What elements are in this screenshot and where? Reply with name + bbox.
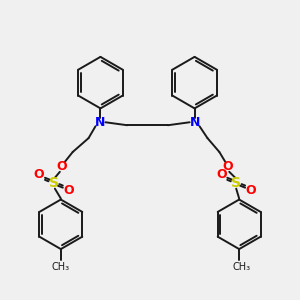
Text: O: O (216, 168, 226, 181)
Text: N: N (189, 116, 200, 129)
Text: O: O (34, 168, 44, 181)
Text: CH₃: CH₃ (232, 262, 250, 272)
Text: O: O (246, 184, 256, 197)
Text: O: O (56, 160, 67, 173)
Text: N: N (95, 116, 106, 129)
Text: CH₃: CH₃ (52, 262, 70, 272)
Text: S: S (49, 176, 59, 190)
Text: S: S (231, 176, 241, 190)
Text: O: O (63, 184, 74, 197)
Text: O: O (222, 160, 232, 173)
